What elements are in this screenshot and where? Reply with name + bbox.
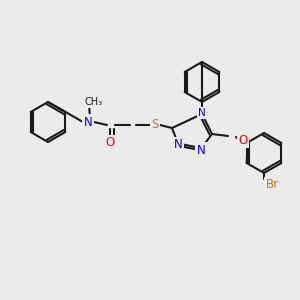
Text: N: N [198, 108, 206, 118]
Text: S: S [151, 118, 159, 131]
Text: CH₃: CH₃ [85, 97, 103, 107]
Text: Br: Br [266, 178, 279, 191]
Text: N: N [196, 143, 206, 157]
Text: N: N [174, 139, 182, 152]
Text: O: O [238, 134, 247, 146]
Text: N: N [84, 116, 92, 128]
Text: O: O [105, 136, 115, 149]
